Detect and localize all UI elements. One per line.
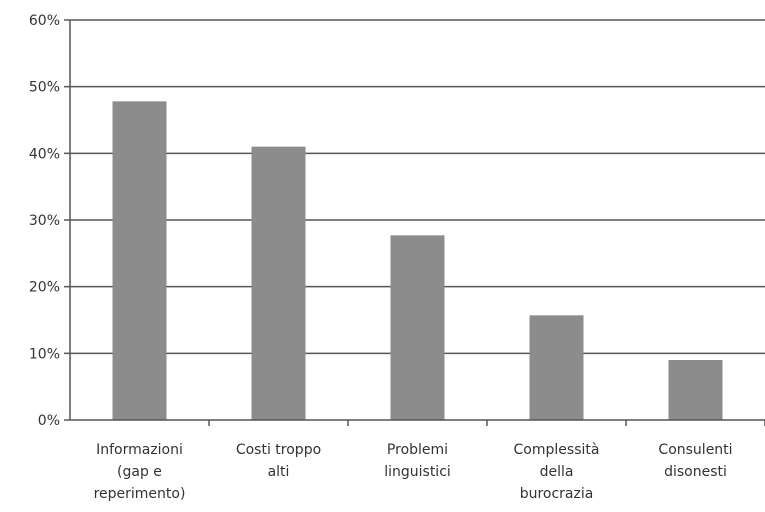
x-category-label-line: burocrazia	[520, 486, 594, 502]
y-tick-labels: 0% 10% 20% 30% 40% 50% 60%	[29, 13, 70, 429]
x-category-label-line: Problemi	[387, 442, 448, 458]
x-category-labels: Informazioni (gap e reperimento) Costi trop…	[94, 420, 765, 502]
y-tick-label: 50%	[29, 80, 60, 96]
x-category-label-line: della	[540, 464, 574, 480]
x-category-label-line: alti	[268, 464, 290, 480]
x-category-label-line: Informazioni	[96, 442, 183, 458]
x-category-label-line: Consulenti	[658, 442, 732, 458]
x-category-label: Costi troppo alti	[236, 442, 321, 480]
x-category-label-line: Costi troppo	[236, 442, 321, 458]
bar	[529, 315, 584, 420]
x-category-label: Problemi linguistici	[384, 442, 451, 480]
bars	[112, 101, 723, 420]
y-tick-label: 30%	[29, 213, 60, 229]
x-category-label: Informazioni (gap e reperimento)	[94, 442, 186, 502]
x-category-label-line: Complessità	[514, 442, 600, 458]
x-category-label-line: (gap e	[117, 464, 162, 480]
bar	[390, 235, 445, 420]
x-category-label-line: disonesti	[664, 464, 727, 480]
y-tick-label: 0%	[38, 413, 60, 429]
y-tick-label: 40%	[29, 146, 60, 162]
x-category-label-line: linguistici	[384, 464, 451, 480]
gridlines	[70, 19, 765, 355]
bar	[112, 101, 167, 420]
bar	[251, 146, 306, 420]
y-tick-label: 60%	[29, 13, 60, 29]
bar	[668, 360, 723, 420]
x-category-label: Complessità della burocrazia	[514, 442, 600, 502]
x-category-label-line: reperimento)	[94, 486, 186, 502]
x-category-label: Consulenti disonesti	[658, 442, 732, 480]
y-tick-label: 10%	[29, 346, 60, 362]
y-tick-label: 20%	[29, 280, 60, 296]
